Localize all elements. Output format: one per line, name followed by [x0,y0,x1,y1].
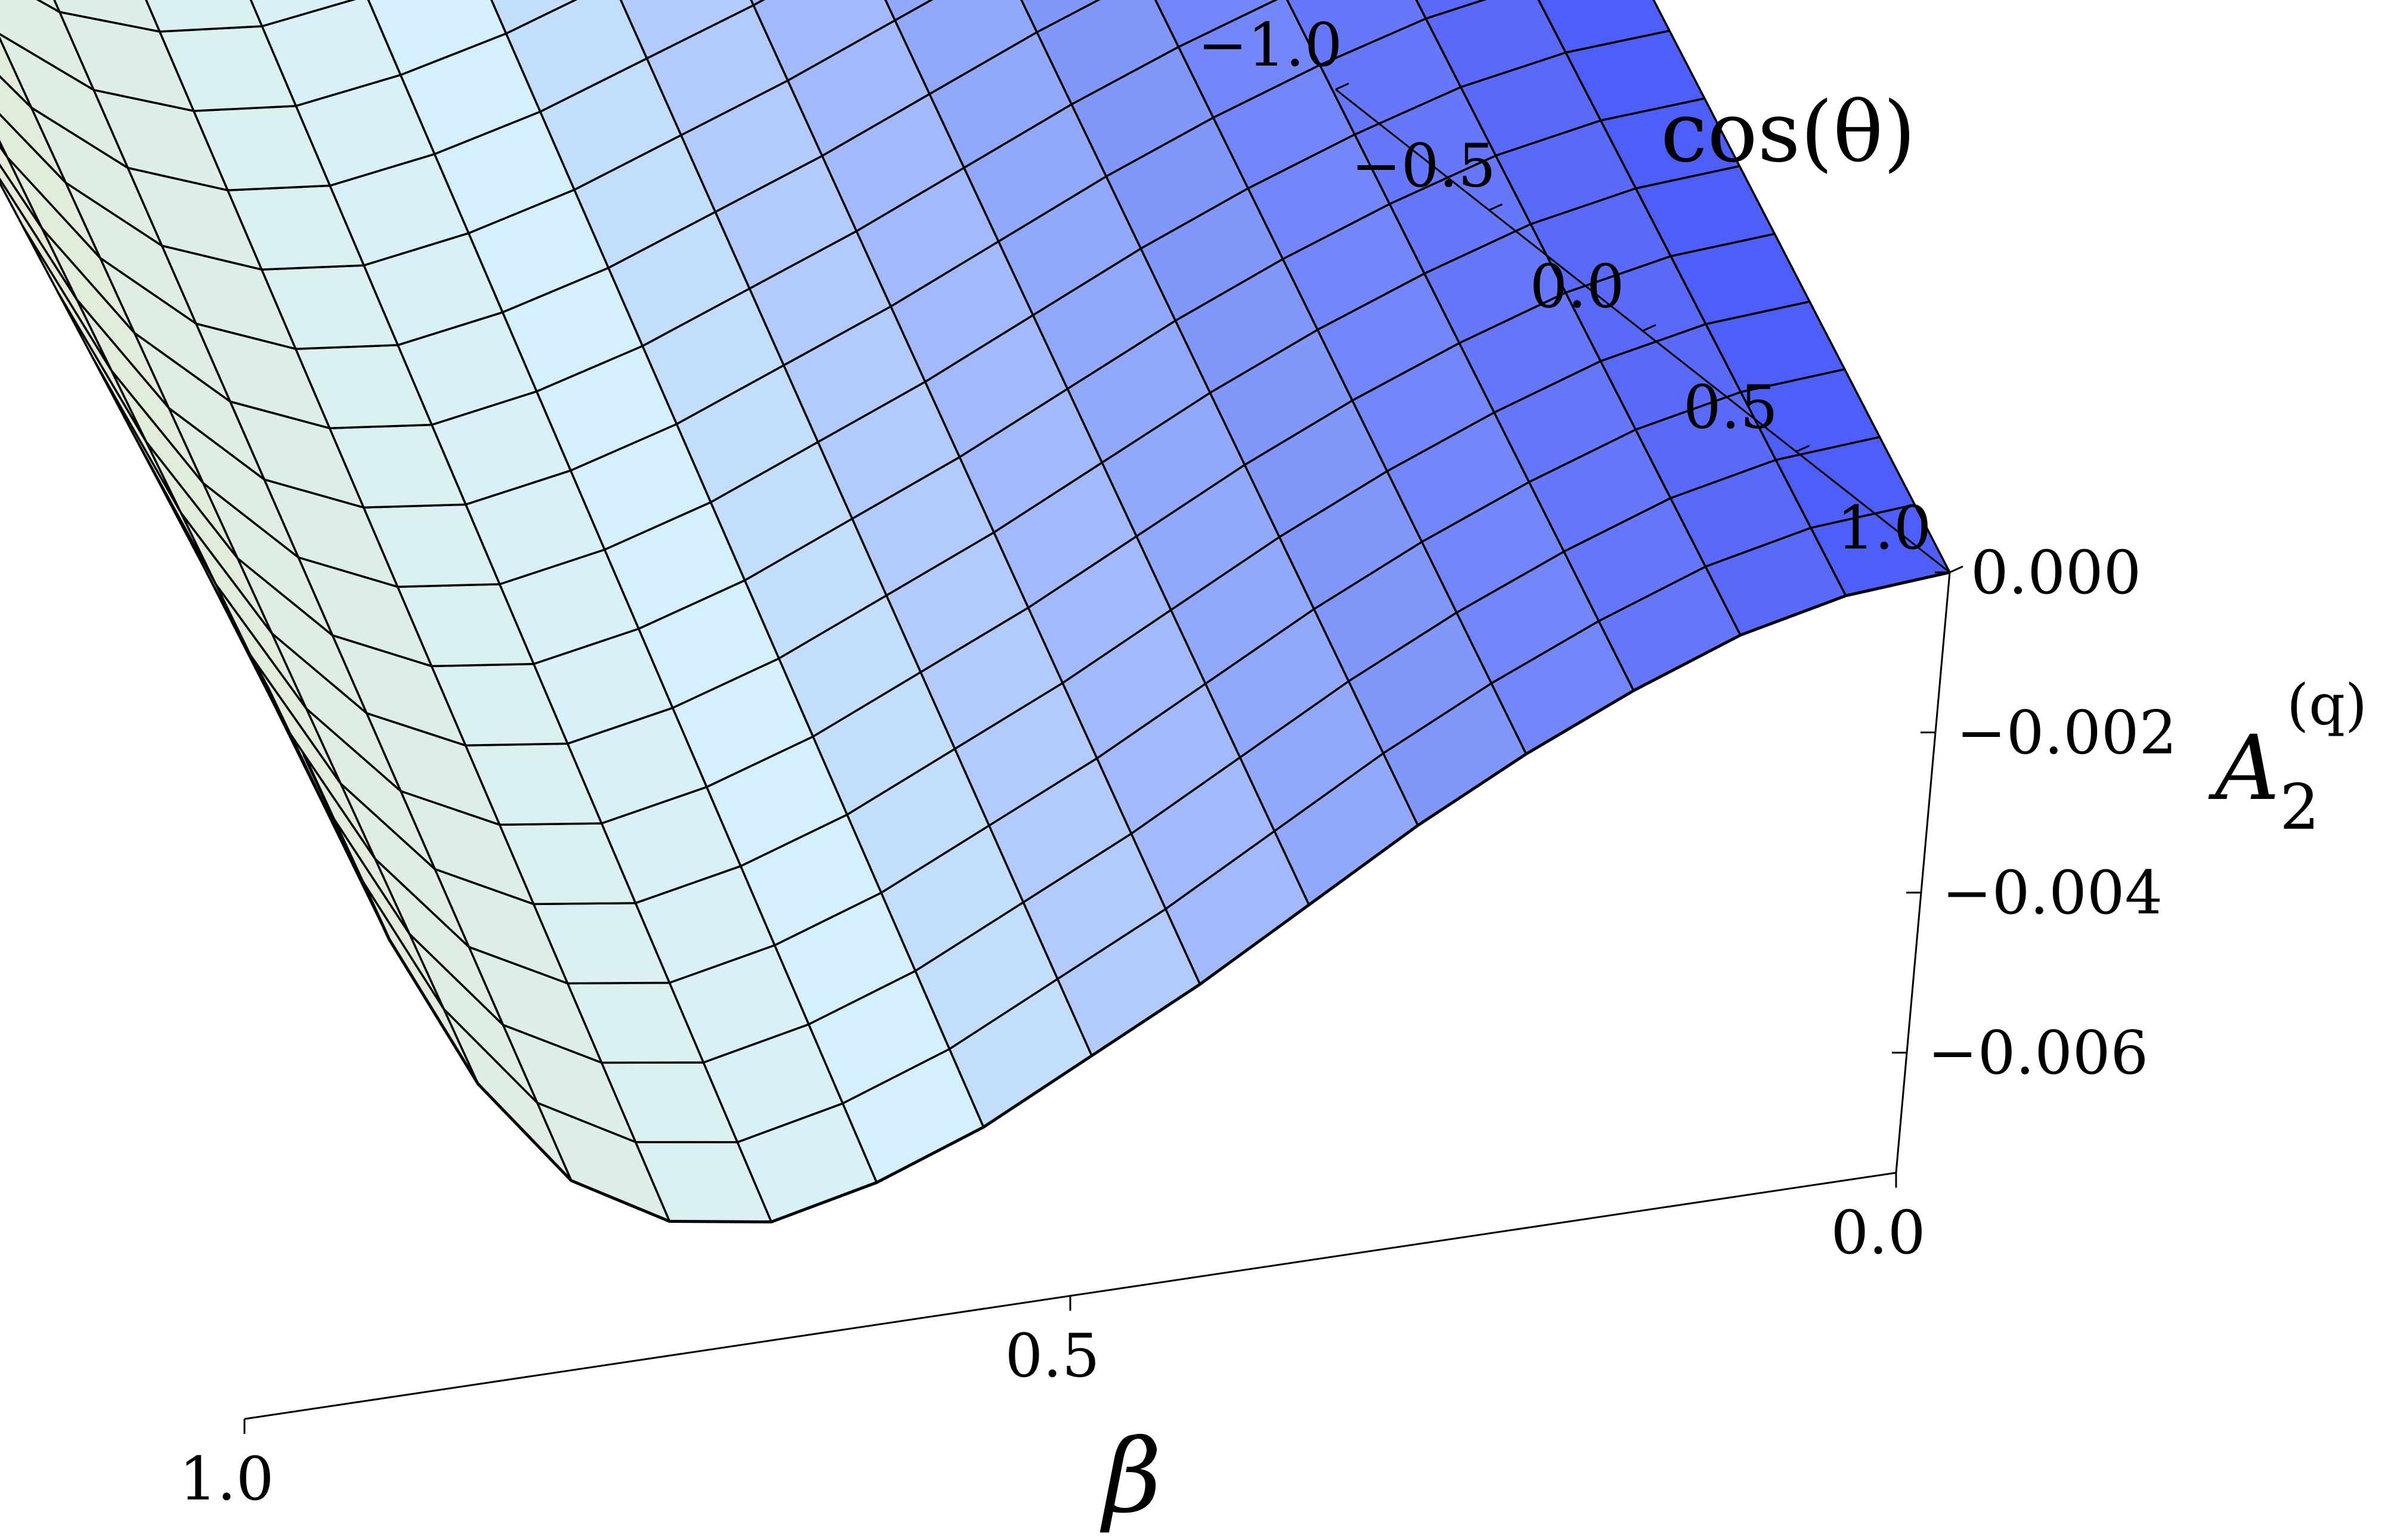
a2q-tick-label: −0.002 [1956,698,2177,768]
beta-tick-label: 0.0 [1830,1198,1925,1268]
surface-cell [0,163,78,300]
a2q-sub: 2 [2279,771,2319,844]
surface-cell [0,145,44,230]
beta-tick-label: 0.5 [1005,1321,1099,1391]
surface-cell [36,0,61,13]
cos-theta-tick-label: −1.0 [1198,10,1343,80]
surface-cell [0,0,95,91]
tick-mark [1335,82,1349,91]
a2q-tick-label: 0.000 [1971,538,2141,608]
cos-theta-tick-label: 1.0 [1836,493,1931,563]
tick-mark [1488,203,1503,211]
tick-labels: 0.0 0.5 1.0 −1.0−0.5 0.0 0.5 1.0 0.000 −0.002 −0.… [179,10,2177,1514]
beta-axis-title: β [1099,1418,1161,1536]
beta-tick-label: 1.0 [179,1444,274,1514]
a2q-sup: (q) [2287,673,2367,738]
cos-theta-tick-label: −0.5 [1351,131,1496,201]
surface-mesh [0,0,1951,1224]
cos-theta-tick-label: 0.0 [1529,252,1624,321]
cos-theta-axis-title: cos(θ) [1661,84,1916,181]
surface-cell [0,36,33,109]
tick-mark [1642,324,1656,332]
a2q-main: A [2208,717,2279,820]
a2q-axis-line [1895,572,1951,1173]
a2q-tick-label: −0.004 [1942,858,2163,928]
tick-mark [1795,445,1810,453]
surface-front-edge [302,571,1950,1224]
a2q-axis-title: A2 (q) [2208,673,2367,844]
a2q-tick-label: −0.006 [1928,1018,2148,1088]
cos-theta-tick-label: 0.5 [1683,373,1778,442]
surface-cell [0,75,67,184]
tick-mark [1949,565,1963,574]
surface-cell [0,140,8,159]
